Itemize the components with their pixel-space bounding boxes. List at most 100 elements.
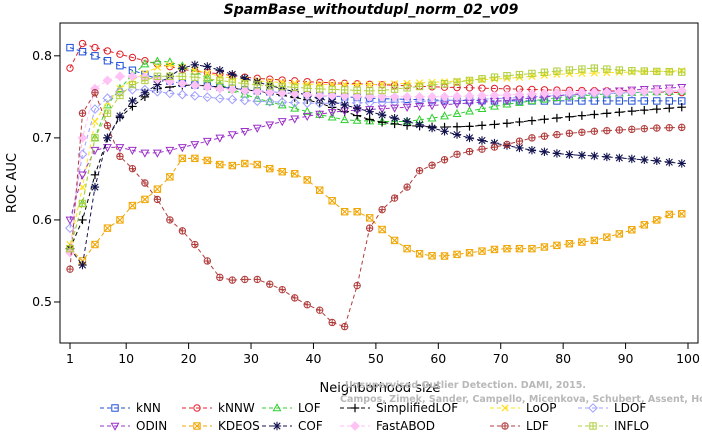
data-point (240, 89, 250, 98)
data-point (203, 257, 212, 265)
data-point (327, 109, 337, 118)
data-point (140, 88, 150, 97)
data-point (578, 238, 586, 246)
data-point (651, 86, 662, 97)
data-point (316, 80, 324, 89)
data-point (539, 88, 550, 99)
data-point (527, 116, 537, 125)
data-point (403, 84, 411, 92)
data-point (402, 103, 412, 112)
data-point (253, 160, 261, 169)
data-point (302, 106, 312, 115)
data-point (202, 137, 212, 146)
data-point (440, 156, 449, 164)
data-point (527, 89, 537, 99)
data-point (465, 249, 474, 257)
data-point (378, 80, 386, 88)
data-point (553, 67, 561, 75)
legend-label: FastABOD (376, 419, 435, 433)
data-point (266, 82, 274, 90)
data-point (228, 70, 237, 79)
data-point (128, 164, 137, 173)
data-point (352, 91, 363, 102)
x-tick-label: 60 (430, 351, 446, 366)
data-point (390, 104, 400, 113)
legend-marker (193, 422, 201, 430)
data-point (278, 285, 286, 294)
data-point (590, 64, 599, 72)
data-point (414, 96, 425, 107)
data-point (228, 276, 237, 284)
data-point (278, 78, 286, 87)
data-point (377, 118, 387, 127)
data-point (291, 294, 299, 302)
data-point (203, 75, 212, 83)
data-point (303, 301, 311, 309)
data-point (77, 149, 88, 160)
data-point (565, 129, 574, 137)
data-point (365, 107, 374, 116)
data-point (265, 121, 275, 130)
legend-label: COF (298, 419, 323, 433)
data-point (152, 56, 162, 65)
data-point (465, 133, 474, 143)
legend-item-knnw: kNNW (182, 401, 255, 415)
data-point (102, 93, 113, 104)
data-point (440, 252, 449, 260)
data-point (427, 96, 437, 107)
data-point (65, 223, 75, 234)
y-tick-label: 0.8 (32, 48, 52, 63)
data-point (502, 119, 512, 128)
data-point (302, 98, 313, 109)
data-point (191, 154, 199, 163)
data-point (116, 50, 124, 58)
data-point (91, 240, 99, 249)
data-point (90, 104, 100, 115)
data-point (340, 100, 349, 110)
data-point (578, 128, 586, 136)
data-point (678, 123, 686, 132)
data-point (152, 86, 163, 97)
series-line-simplifiedlof (69, 84, 682, 249)
data-point (528, 134, 536, 142)
data-point (601, 87, 612, 98)
data-point (578, 65, 586, 73)
data-point (515, 244, 524, 253)
data-point (564, 87, 575, 98)
data-point (553, 130, 561, 139)
data-point (140, 149, 150, 158)
data-point (602, 152, 612, 162)
legend-label: kNNW (218, 401, 255, 415)
data-point (116, 91, 124, 100)
series-line-ldf (69, 91, 682, 328)
data-point (502, 90, 512, 100)
data-point (328, 318, 336, 327)
data-point (66, 43, 74, 52)
watermark-line-1: Unsupervised Outlier Detection. DAMI, 20… (345, 380, 586, 391)
series-fastabod (65, 71, 687, 258)
data-point (252, 86, 263, 97)
data-point (627, 154, 637, 164)
data-point (153, 72, 162, 81)
x-tick-label: 20 (181, 351, 197, 366)
data-point (603, 126, 611, 135)
series-line-cof (69, 64, 682, 267)
data-point (490, 73, 499, 81)
data-point (153, 63, 162, 71)
data-point (640, 97, 649, 105)
data-point (177, 144, 187, 153)
data-point (415, 250, 424, 258)
data-point (153, 185, 162, 193)
legend-item-ldof: LDOF (578, 401, 646, 415)
data-point (115, 83, 125, 92)
y-axis: 0.5 0.6 0.7 0.8 (32, 48, 60, 309)
data-point (215, 66, 225, 75)
data-point (540, 115, 549, 124)
data-point (665, 68, 673, 76)
data-point (77, 132, 88, 143)
data-point (415, 166, 424, 175)
data-point (166, 62, 174, 71)
data-point (277, 88, 288, 99)
data-point (340, 322, 349, 331)
chart-title: SpamBase_withoutdupl_norm_02_v09 (224, 2, 519, 18)
